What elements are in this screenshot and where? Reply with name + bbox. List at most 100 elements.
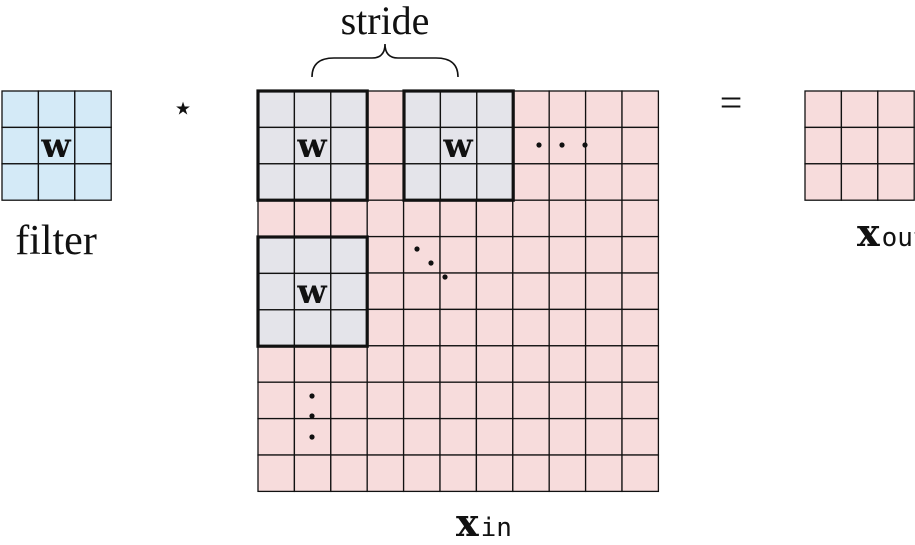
input-cell: [439, 381, 478, 420]
input-cell: [512, 454, 550, 493]
input-cell: [257, 345, 296, 383]
output-cell: [877, 163, 915, 201]
input-cell: [475, 308, 514, 347]
diagonal-ellipsis: [414, 246, 448, 280]
input-cell: [512, 90, 550, 129]
input-cell: [512, 235, 550, 274]
input-cell: [548, 345, 587, 383]
input-cell: [584, 345, 623, 383]
input-cell: [475, 417, 514, 456]
input-cell: [402, 381, 441, 420]
window-cell: [330, 272, 368, 311]
filter-cell: [74, 163, 112, 201]
input-cell: [621, 417, 660, 456]
input-cell: [548, 126, 587, 165]
input-cell: [366, 308, 405, 347]
input-cell: [439, 199, 478, 238]
input-cell: [512, 345, 550, 383]
input-cell: [548, 235, 587, 274]
input-cell: [257, 454, 296, 493]
input-cell: [621, 90, 660, 129]
input-cell: [402, 345, 441, 383]
input-cell: [439, 345, 478, 383]
input-cell: [366, 381, 405, 420]
input-cell: [330, 454, 368, 493]
input-cell: [257, 199, 296, 238]
input-cell: [621, 381, 660, 420]
input-cell: [512, 199, 550, 238]
input-cell: [293, 381, 332, 420]
input-cell: [584, 163, 623, 201]
input-cell: [512, 308, 550, 347]
window-cell: [293, 309, 332, 347]
output-cell: [804, 163, 843, 201]
input-cell: [402, 417, 441, 456]
input-cell: [293, 454, 332, 493]
input-cell: [548, 272, 587, 311]
window-cell: [476, 90, 514, 129]
input-cell: [584, 417, 623, 456]
input-cell: [584, 454, 623, 493]
stride-brace: [311, 43, 459, 78]
input-cell: [402, 272, 441, 311]
window-cell: [439, 90, 478, 129]
window-cell: [257, 163, 296, 201]
filter-window-3: [256, 235, 369, 348]
input-cell: [402, 235, 441, 274]
window-cell: [476, 126, 514, 165]
window-cell: [330, 126, 368, 165]
window-cell: [403, 90, 442, 129]
input-cell: [475, 454, 514, 493]
input-cell: [512, 126, 550, 165]
input-cell: [366, 235, 405, 274]
output-cell: [877, 126, 915, 165]
window-cell: [330, 90, 368, 129]
window-cell: [257, 272, 296, 311]
input-cell: [584, 199, 623, 238]
input-cell: [475, 381, 514, 420]
input-cell: [330, 345, 368, 383]
input-cell: [548, 381, 587, 420]
window-weight-symbol-3: w: [296, 272, 327, 312]
input-cell: [584, 235, 623, 274]
input-cell: [512, 272, 550, 311]
window-cell: [403, 126, 442, 165]
filter-cell: [74, 90, 112, 129]
filter-cell: [74, 126, 112, 165]
input-cell: [366, 345, 405, 383]
input-cell: [366, 454, 405, 493]
input-cell: [293, 345, 332, 383]
input-cell: [257, 381, 296, 420]
input-cell: [402, 308, 441, 347]
input-cell: [584, 381, 623, 420]
input-cell: [439, 417, 478, 456]
input-cell: [402, 199, 441, 238]
input-cell: [475, 235, 514, 274]
input-cell: [512, 381, 550, 420]
input-cell: [621, 454, 660, 493]
output-cell: [877, 90, 915, 129]
vertical-ellipsis: [309, 393, 315, 440]
window-cell: [476, 163, 514, 201]
input-cell: [366, 272, 405, 311]
output-cell: [804, 126, 843, 165]
output-cell: [840, 126, 879, 165]
input-cell: [512, 417, 550, 456]
output-cell: [804, 90, 843, 129]
input-cell: [621, 199, 660, 238]
window-cell: [403, 163, 442, 201]
input-cell: [548, 199, 587, 238]
window-weight-symbol-2: w: [442, 126, 473, 166]
output-grid: [804, 90, 915, 201]
input-cell: [621, 345, 660, 383]
filter-cell: [1, 90, 40, 129]
window-cell: [330, 163, 368, 201]
window-cell: [330, 236, 368, 275]
window-cell: [257, 126, 296, 165]
input-cell: [584, 90, 623, 129]
input-cell: [439, 235, 478, 274]
window-outline: [402, 89, 515, 202]
window-outline: [256, 89, 369, 202]
input-cell: [402, 454, 441, 493]
